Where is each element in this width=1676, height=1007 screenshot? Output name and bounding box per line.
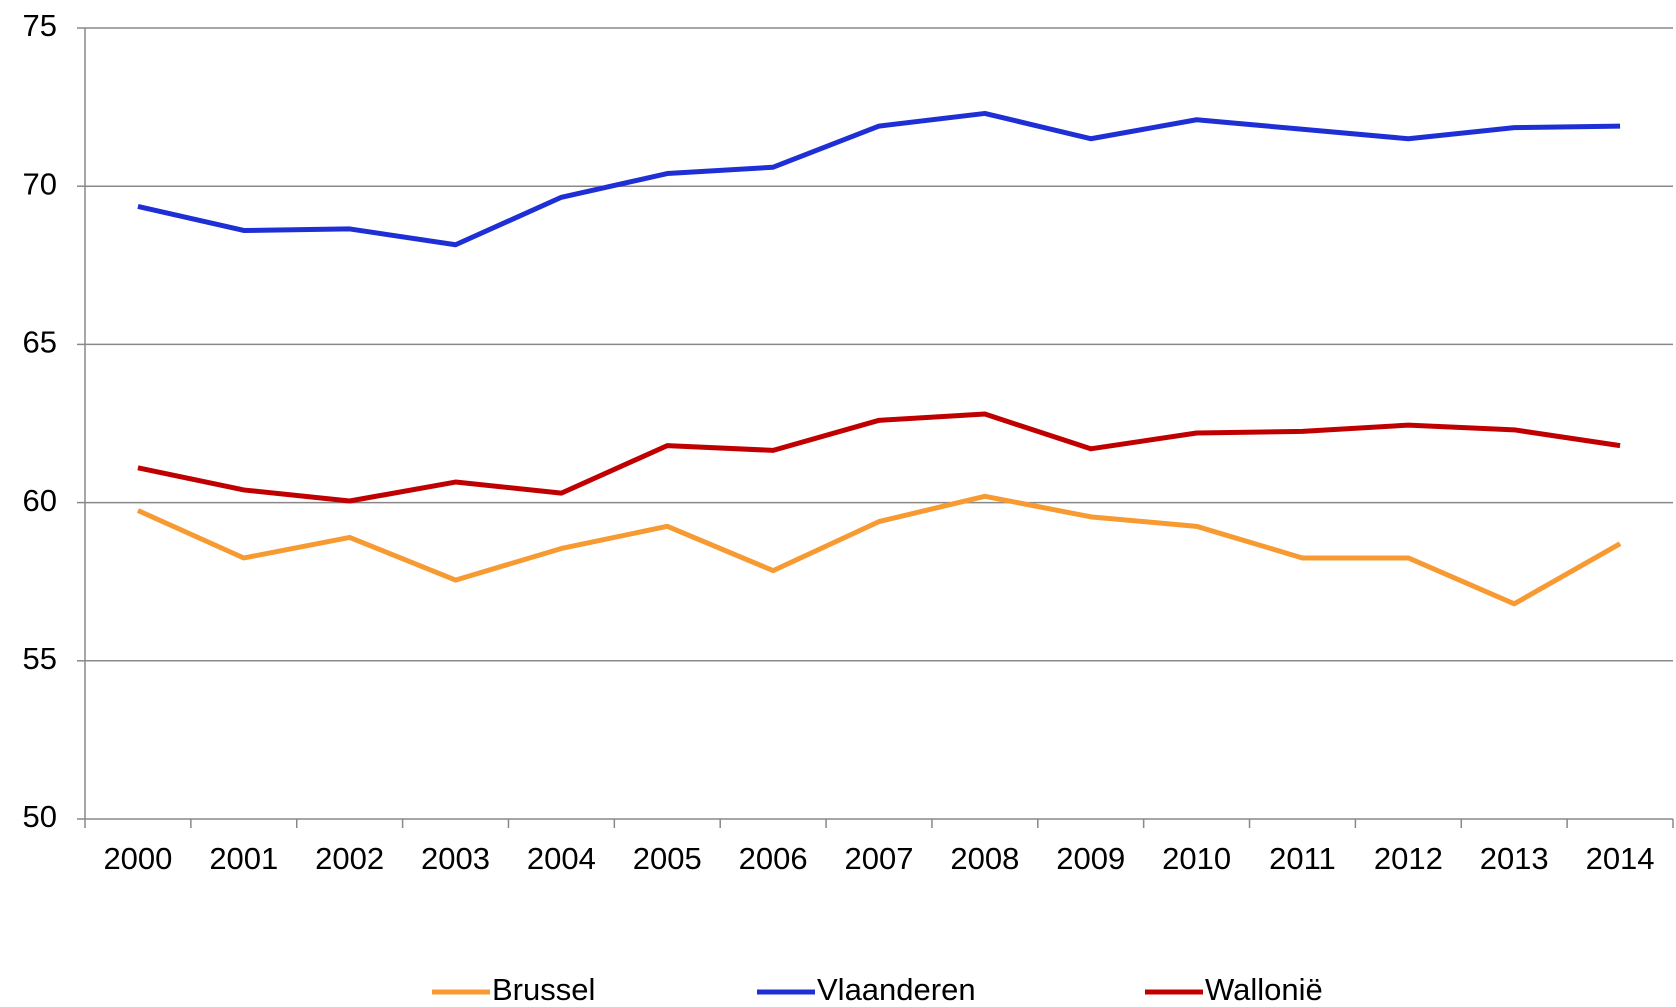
y-tick-label: 55 bbox=[23, 641, 57, 676]
legend-label: Wallonië bbox=[1205, 972, 1323, 1007]
x-tick-label: 2001 bbox=[209, 841, 278, 876]
y-tick-label: 75 bbox=[23, 8, 57, 43]
x-tick-label: 2002 bbox=[315, 841, 384, 876]
legend-label: Vlaanderen bbox=[817, 972, 976, 1007]
x-tick-label: 2000 bbox=[103, 841, 172, 876]
x-tick-label: 2009 bbox=[1056, 841, 1125, 876]
x-tick-label: 2011 bbox=[1269, 841, 1336, 876]
x-tick-label: 2013 bbox=[1480, 841, 1549, 876]
y-tick-label: 60 bbox=[23, 483, 57, 518]
x-tick-label: 2012 bbox=[1374, 841, 1443, 876]
x-tick-label: 2014 bbox=[1586, 841, 1655, 876]
y-tick-label: 65 bbox=[23, 325, 57, 360]
y-tick-label: 50 bbox=[23, 799, 57, 834]
series-line bbox=[137, 110, 1621, 248]
x-tick-label: 2004 bbox=[527, 841, 596, 876]
legend-label: Brussel bbox=[492, 972, 595, 1007]
x-tick-label: 2008 bbox=[950, 841, 1019, 876]
x-tick-label: 2003 bbox=[421, 841, 490, 876]
x-tick-label: 2006 bbox=[739, 841, 808, 876]
x-tick-label: 2010 bbox=[1162, 841, 1231, 876]
series-line bbox=[137, 411, 1621, 504]
x-tick-label: 2005 bbox=[633, 841, 702, 876]
y-tick-label: 70 bbox=[23, 166, 57, 201]
series-line bbox=[136, 493, 1622, 607]
x-tick-label: 2007 bbox=[845, 841, 914, 876]
